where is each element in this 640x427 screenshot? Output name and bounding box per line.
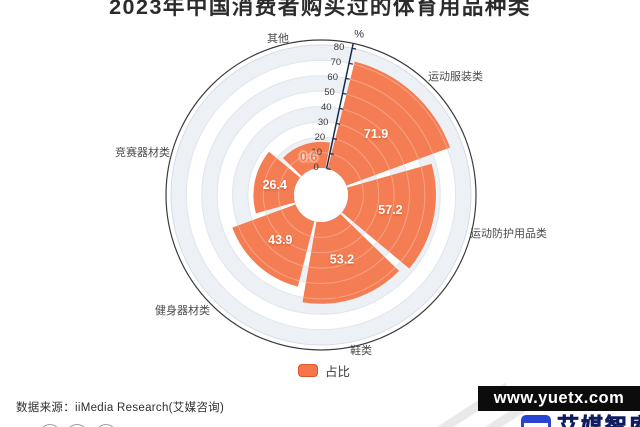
axis-tick-label: 30 bbox=[318, 117, 329, 128]
rose-sector[interactable] bbox=[327, 61, 451, 186]
center-hole bbox=[294, 168, 348, 222]
ring-overlay bbox=[247, 121, 395, 269]
axis-tick-label: 10 bbox=[311, 147, 322, 158]
rose-sector[interactable] bbox=[341, 163, 436, 269]
sector-value-label: 71.9 bbox=[364, 127, 388, 141]
axis-tick-label: 70 bbox=[331, 57, 342, 68]
rose-sector[interactable] bbox=[253, 151, 301, 214]
axis-tick bbox=[332, 137, 338, 140]
axis-tick bbox=[348, 62, 354, 65]
rose-sector[interactable] bbox=[232, 204, 315, 287]
axis-unit-label: % bbox=[354, 29, 364, 41]
ring-overlay bbox=[185, 59, 457, 331]
ring-overlay bbox=[201, 75, 441, 315]
watermark-bar: www.yuetx.com bbox=[478, 386, 640, 411]
category-label: 运动防护用品类 bbox=[470, 226, 547, 240]
legend-swatch-icon bbox=[298, 364, 318, 377]
category-label: 竞赛器材类 bbox=[115, 145, 170, 159]
axis-tick bbox=[326, 168, 331, 171]
axis-tick-label: 80 bbox=[334, 42, 345, 53]
axis-tick bbox=[352, 47, 357, 50]
legend-label: 占比 bbox=[325, 365, 351, 379]
polar-outer-circle bbox=[165, 39, 477, 351]
sector-value-label: 43.9 bbox=[268, 233, 292, 247]
axis-tick bbox=[339, 107, 344, 110]
axis-tick bbox=[336, 122, 341, 125]
axis-tick-label: 50 bbox=[324, 87, 335, 98]
axis-tick bbox=[329, 152, 334, 155]
axis-tick-label: 60 bbox=[327, 72, 338, 83]
axis-tick-label: 0 bbox=[314, 162, 319, 173]
axis-tick bbox=[342, 92, 347, 95]
ring-gridline bbox=[185, 59, 457, 331]
ring-overlay bbox=[278, 152, 364, 238]
sector-value-label: 26.4 bbox=[263, 178, 287, 192]
category-label: 鞋类 bbox=[350, 343, 372, 357]
brand-row: 艾媒智库 bbox=[521, 414, 640, 427]
axis-tick bbox=[345, 77, 350, 80]
ring-overlay bbox=[216, 90, 426, 300]
pixel-glasses-icon bbox=[521, 415, 551, 427]
data-source-note: 数据来源：iiMedia Research(艾媒咨询) bbox=[16, 402, 225, 414]
brand-name: 艾媒智库 bbox=[557, 414, 640, 427]
ring-overlay bbox=[232, 106, 410, 284]
ring-overlay bbox=[262, 136, 380, 254]
legend-item[interactable]: 占比 bbox=[298, 361, 350, 380]
chart-title: 2023年中国消费者购买过的体育用品种类 bbox=[109, 0, 531, 19]
watermark-url: www.yuetx.com bbox=[493, 389, 625, 407]
axis-tick-label: 20 bbox=[315, 132, 326, 143]
ring-gridline bbox=[201, 75, 441, 315]
category-label: 健身器材类 bbox=[155, 303, 210, 317]
rose-sector[interactable] bbox=[302, 213, 399, 304]
sector-value-label: 53.2 bbox=[330, 253, 354, 267]
category-label: 运动服装类 bbox=[428, 69, 483, 83]
ring-gridline bbox=[170, 44, 472, 346]
category-label: 其他 bbox=[267, 32, 289, 45]
radial-axis-line bbox=[325, 43, 354, 169]
sector-value-label: 57.2 bbox=[378, 203, 402, 217]
sector-value-label: 0.6 bbox=[300, 150, 317, 164]
axis-tick-label: 40 bbox=[321, 102, 332, 113]
rose-sector[interactable] bbox=[282, 141, 331, 177]
